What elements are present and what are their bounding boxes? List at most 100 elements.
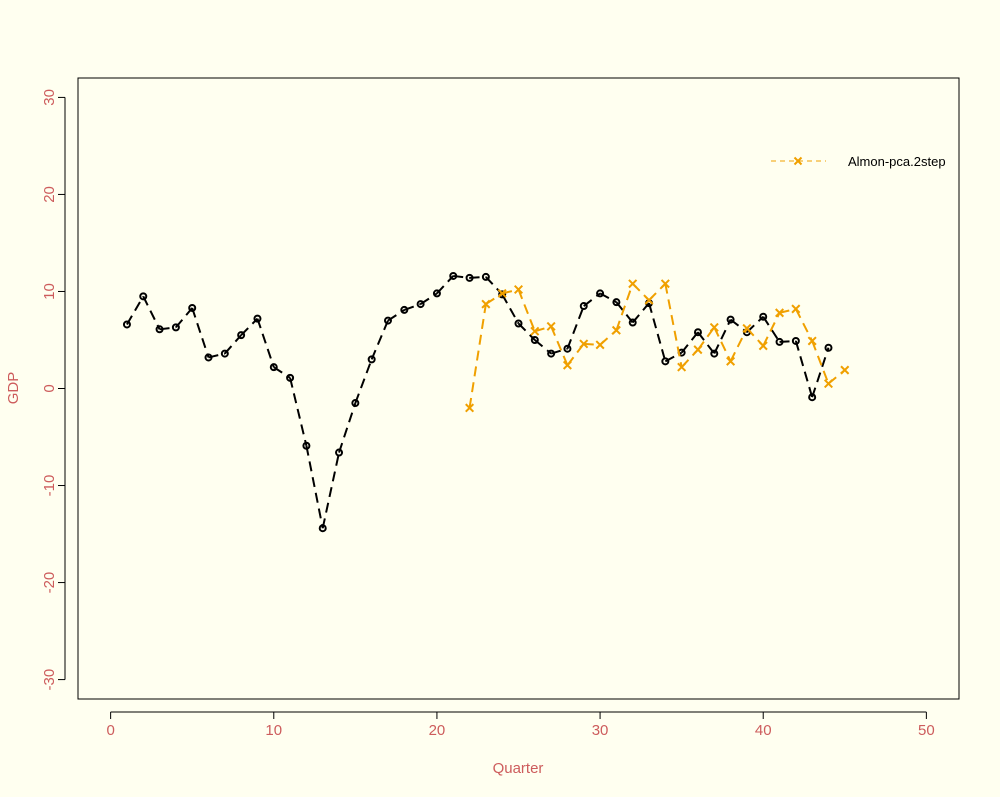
- series-segment: [664, 283, 683, 368]
- series-segment: [811, 347, 830, 398]
- series-segment: [468, 303, 487, 409]
- y-tick-label: -10: [41, 475, 58, 497]
- series-segment: [794, 340, 814, 398]
- data-point: [383, 316, 392, 325]
- x-tick-label: 20: [429, 722, 446, 739]
- series-segment: [779, 307, 797, 314]
- series-segment: [648, 302, 667, 362]
- data-point: [122, 320, 131, 329]
- data-point: [563, 344, 572, 353]
- data-point: [481, 299, 491, 309]
- series-segment: [615, 283, 634, 331]
- data-point: [579, 339, 589, 349]
- data-point: [677, 362, 687, 372]
- x-tick-label: 0: [106, 722, 114, 739]
- data-point: [400, 305, 409, 314]
- data-point: [220, 349, 229, 358]
- data-point: [449, 271, 458, 280]
- series-segment: [321, 452, 341, 529]
- y-tick-label: 0: [41, 384, 58, 392]
- series-segment: [191, 307, 210, 358]
- data-point: [302, 441, 311, 450]
- y-tick-label: 30: [41, 89, 58, 106]
- series-segment: [517, 289, 536, 332]
- series-segment: [631, 302, 650, 324]
- series-layer: [122, 271, 850, 533]
- data-point: [710, 349, 719, 358]
- data-point: [726, 315, 735, 324]
- series-forecast: [465, 279, 850, 413]
- series-segment: [550, 326, 569, 366]
- data-point: [514, 319, 523, 328]
- data-point: [775, 308, 785, 318]
- data-point: [791, 336, 800, 345]
- data-point: [481, 272, 490, 281]
- data-point: [269, 363, 278, 372]
- data-point: [155, 325, 164, 334]
- data-point: [465, 403, 475, 413]
- x-tick-label: 50: [918, 722, 935, 739]
- data-point: [824, 343, 833, 352]
- y-tick-label: 10: [41, 283, 58, 300]
- y-axis-title: GDP: [5, 372, 22, 405]
- data-point: [530, 326, 540, 336]
- data-point: [758, 341, 768, 351]
- data-point: [513, 285, 524, 295]
- series-segment: [501, 288, 519, 295]
- data-point: [546, 321, 556, 331]
- series-segment: [794, 308, 814, 342]
- series-segment: [713, 319, 732, 355]
- y-tick-label: 20: [41, 186, 58, 203]
- data-point: [628, 279, 638, 289]
- x-tick-label: 40: [755, 722, 772, 739]
- data-point: [808, 393, 817, 402]
- data-point: [253, 314, 262, 323]
- data-point: [840, 365, 850, 375]
- series-segment: [126, 295, 145, 325]
- data-point: [660, 279, 670, 289]
- data-point: [823, 379, 833, 389]
- data-point: [547, 349, 556, 358]
- data-point: [611, 325, 621, 335]
- series-segment: [583, 342, 601, 346]
- series-segment: [142, 295, 161, 330]
- legend-x-marker: [793, 156, 803, 166]
- series-segment: [354, 359, 373, 404]
- data-point: [416, 300, 425, 309]
- series-segment: [811, 340, 830, 385]
- data-point: [562, 360, 572, 370]
- data-point: [237, 331, 246, 340]
- data-point: [497, 288, 507, 298]
- data-point: [188, 303, 197, 312]
- data-point: [596, 289, 605, 298]
- data-point: [432, 289, 441, 298]
- series-segment: [697, 331, 716, 355]
- data-point: [742, 323, 752, 333]
- data-point: [775, 337, 784, 346]
- data-point: [204, 353, 213, 362]
- data-point: [612, 298, 621, 307]
- legend-marker-glyph: [793, 156, 803, 166]
- data-point: [807, 336, 817, 346]
- y-tick-label: -20: [41, 572, 58, 594]
- data-point: [791, 304, 801, 314]
- series-segment: [534, 325, 552, 333]
- y-axis: -30 -20 -10 0 10 20 30: [41, 89, 66, 690]
- x-axis: 0 10 20 30 40 50: [106, 711, 935, 739]
- series-segment: [501, 293, 520, 324]
- series-segment: [305, 445, 324, 529]
- series-segment: [680, 331, 699, 354]
- data-point: [351, 399, 360, 408]
- data-point: [759, 312, 768, 321]
- series-segment: [762, 312, 781, 347]
- data-point: [644, 295, 654, 305]
- series-segment: [256, 318, 275, 368]
- legend-label: Almon-pca.2step: [848, 154, 946, 169]
- data-point: [628, 318, 637, 327]
- plot-frame: [77, 77, 960, 700]
- data-point: [318, 524, 327, 533]
- series-segment: [175, 307, 193, 329]
- data-point: [595, 340, 605, 350]
- series-segment: [224, 334, 242, 355]
